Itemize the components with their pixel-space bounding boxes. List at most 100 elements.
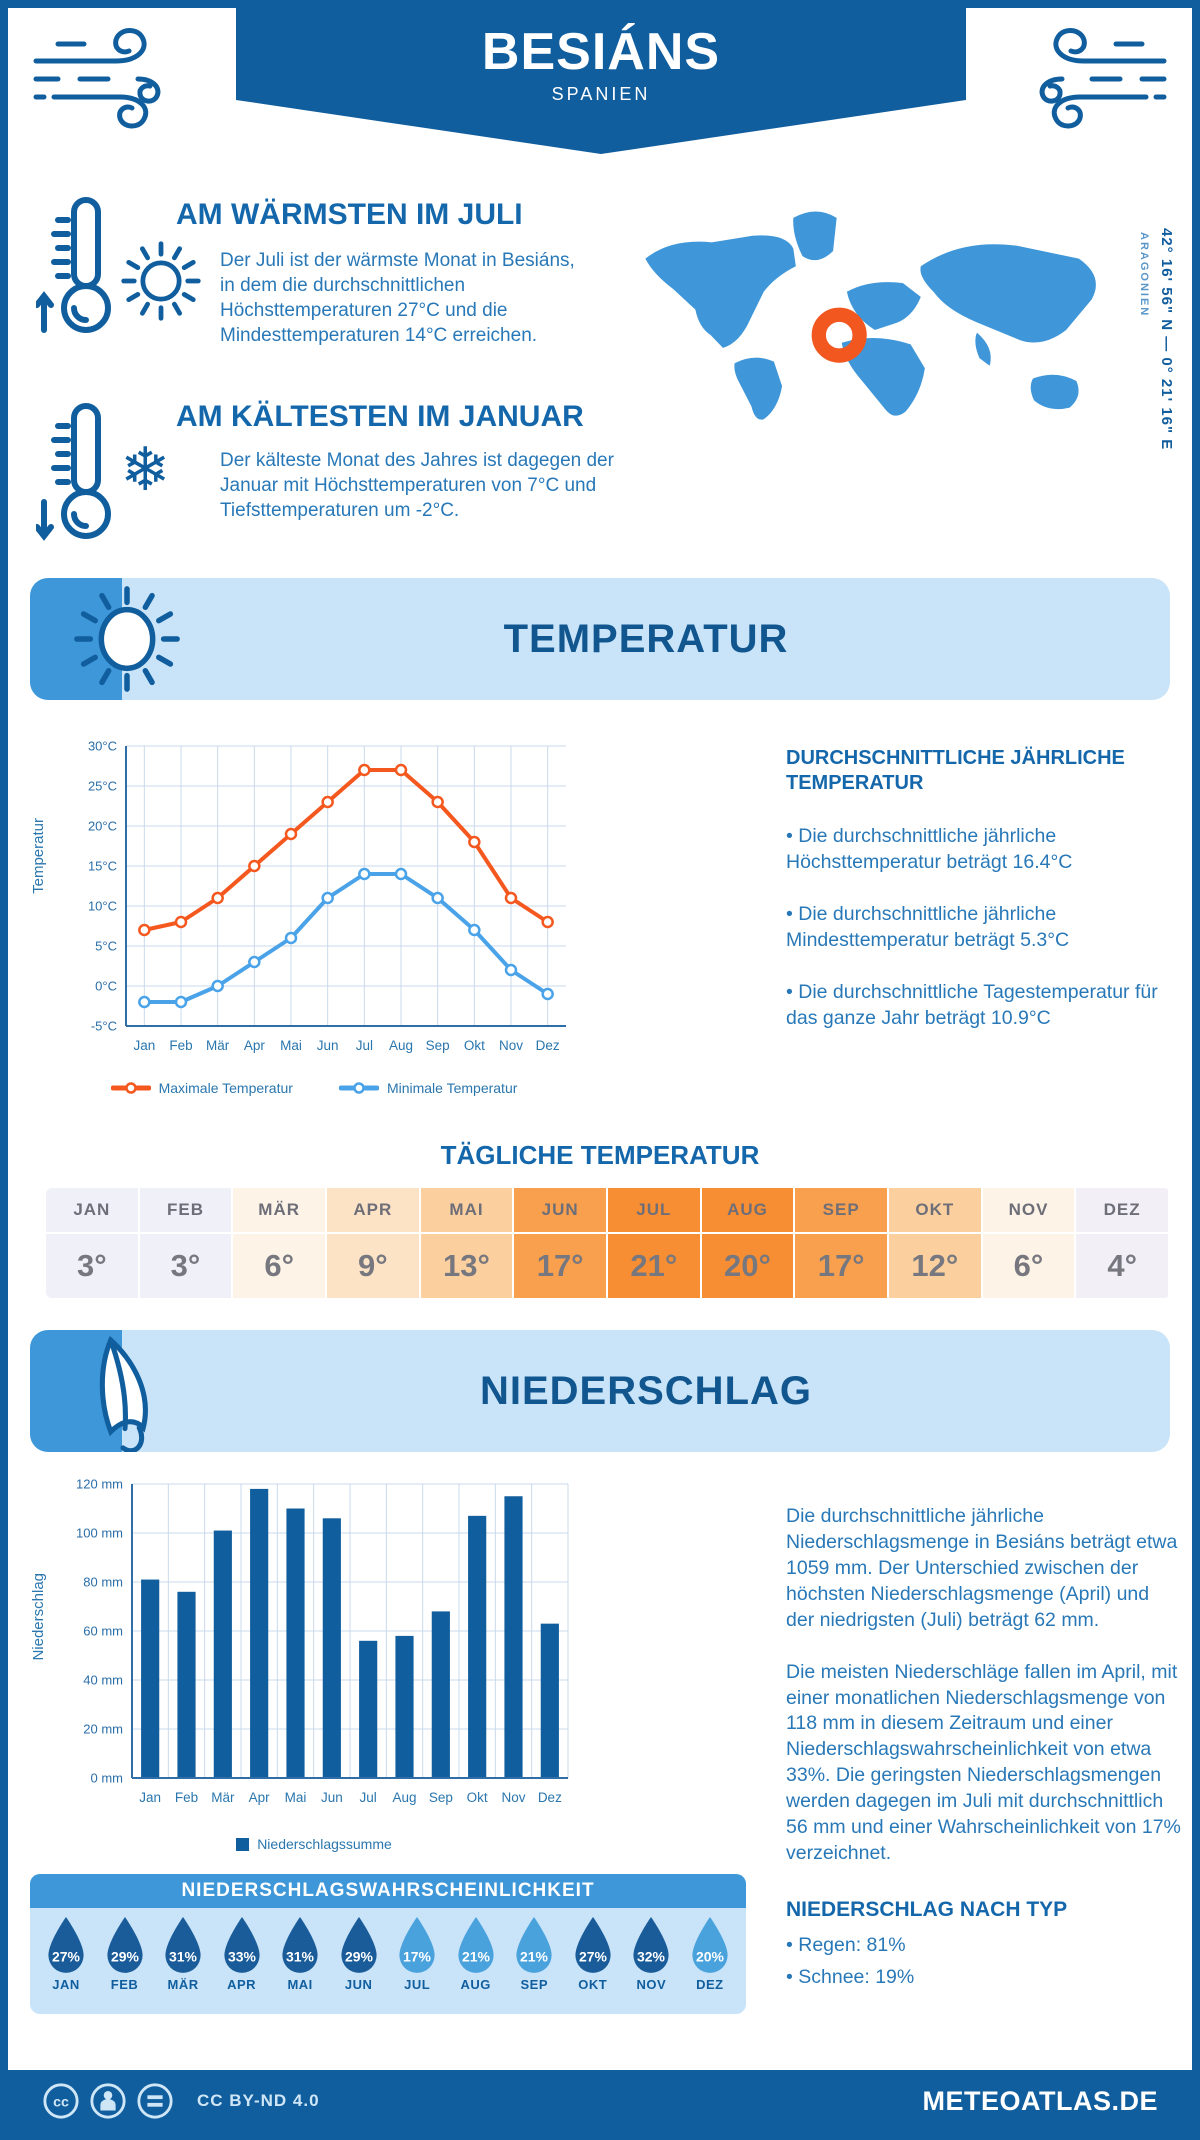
droplet-icon: 27% <box>575 1917 611 1973</box>
svg-text:20 mm: 20 mm <box>83 1722 123 1737</box>
location-coordinates: 42° 16' 56" N — 0° 21' 16" E <box>1158 228 1175 451</box>
probability-droplet: 29% FEB <box>99 1916 151 1992</box>
daily-temp-value: 21° <box>607 1234 702 1298</box>
svg-text:Feb: Feb <box>169 1038 192 1053</box>
daily-temp-value: 9° <box>326 1234 421 1298</box>
svg-text:27%: 27% <box>52 1949 81 1965</box>
svg-text:20%: 20% <box>696 1949 725 1965</box>
precip-chart-ylabel: Niederschlag <box>30 1573 47 1661</box>
svg-text:0 mm: 0 mm <box>91 1771 124 1786</box>
annual-temp-heading: DURCHSCHNITTLICHE JÄHRLICHE TEMPERATUR <box>786 747 1125 794</box>
sun-icon <box>118 238 204 329</box>
droplet-month-label: APR <box>227 1977 257 1992</box>
probability-droplet: 31% MÄR <box>157 1916 209 1992</box>
daily-temp-value: 13° <box>420 1234 515 1298</box>
sun-icon <box>74 586 180 692</box>
probability-heading: NIEDERSCHLAGSWAHRSCHEINLICHKEIT <box>30 1874 746 1908</box>
daily-temp-value: 17° <box>514 1234 608 1298</box>
bar-Mai <box>286 1508 305 1778</box>
bar-Nov <box>504 1496 523 1778</box>
droplet-icon: 21% <box>458 1917 494 1973</box>
probability-droplet: 32% NOV <box>625 1916 677 1992</box>
thermometer-warm-icon <box>34 194 126 343</box>
svg-text:Nov: Nov <box>499 1038 523 1053</box>
coldest-heading: AM KÄLTESTEN IM JANUAR <box>176 400 584 433</box>
bar-Feb <box>177 1591 196 1778</box>
daily-month-header: SEP <box>795 1188 889 1234</box>
svg-text:40 mm: 40 mm <box>83 1673 123 1688</box>
cc-nd-icon <box>137 2083 173 2119</box>
svg-text:Mär: Mär <box>211 1790 235 1805</box>
svg-text:Jan: Jan <box>133 1038 155 1053</box>
warmest-heading: AM WÄRMSTEN IM JULI <box>176 198 523 231</box>
svg-text:25°C: 25°C <box>88 779 117 794</box>
svg-text:Jul: Jul <box>356 1038 373 1053</box>
droplet-icon: 21% <box>516 1917 552 1973</box>
bar-Jun <box>322 1518 341 1778</box>
bar-Aug <box>395 1635 414 1778</box>
svg-text:31%: 31% <box>169 1949 198 1965</box>
droplet-month-label: JUL <box>404 1977 431 1992</box>
svg-text:Feb: Feb <box>175 1790 198 1805</box>
svg-text:Mai: Mai <box>280 1038 302 1053</box>
droplet-month-label: OKT <box>578 1977 608 1992</box>
cc-icon: cc <box>43 2083 79 2119</box>
svg-text:21%: 21% <box>520 1949 549 1965</box>
legend-label: Niederschlagssumme <box>257 1836 392 1852</box>
probability-droplet: 27% JAN <box>40 1916 92 1992</box>
precip-text-1: Die durchschnittliche jährliche Niedersc… <box>786 1505 1178 1631</box>
svg-text:Jun: Jun <box>317 1038 339 1053</box>
droplet-month-label: JUN <box>344 1977 373 1992</box>
droplet-month-label: MAI <box>287 1977 313 1992</box>
svg-text:Jan: Jan <box>139 1790 161 1805</box>
temperature-banner-title: TEMPERATUR <box>503 616 789 661</box>
daily-month-header: JAN <box>46 1188 140 1234</box>
svg-text:Mär: Mär <box>206 1038 230 1053</box>
precip-chart-legend: Niederschlagssumme <box>54 1836 574 1852</box>
droplet-month-label: AUG <box>460 1977 491 1992</box>
svg-text:Dez: Dez <box>536 1038 560 1053</box>
svg-text:Sep: Sep <box>429 1790 453 1805</box>
svg-text:15°C: 15°C <box>88 859 117 874</box>
probability-droplet: 20% DEZ <box>684 1916 736 1992</box>
svg-text:100 mm: 100 mm <box>76 1526 123 1541</box>
svg-text:27%: 27% <box>579 1949 608 1965</box>
probability-droplet: 21% AUG <box>450 1916 502 1992</box>
precipitation-banner: NIEDERSCHLAG <box>30 1330 1170 1452</box>
precipitation-summary: Die durchschnittliche jährliche Niedersc… <box>786 1504 1182 1991</box>
daily-temperature-title: TÄGLICHE TEMPERATUR <box>440 1140 760 1170</box>
probability-droplet: 27% OKT <box>567 1916 619 1992</box>
probability-droplets: 27% JAN 29% FEB 31% MÄR 33% APR 31% MAI 29% JUN 17% J… <box>30 1908 746 1992</box>
svg-text:20°C: 20°C <box>88 819 117 834</box>
svg-text:Sep: Sep <box>426 1038 450 1053</box>
probability-droplet: 29% JUN <box>333 1916 385 1992</box>
world-map <box>625 178 1135 431</box>
daily-temp-value: 3° <box>46 1234 140 1298</box>
daily-month-header: OKT <box>888 1188 983 1234</box>
precipitation-bar-chart: 0 mm 20 mm 40 mm 60 mm 80 mm 100 mm 120 mm Jan F… <box>76 1477 569 1805</box>
coldest-text: Der kälteste Monat des Jahres ist dagege… <box>220 450 614 522</box>
probability-droplet: 31% MAI <box>274 1916 326 1992</box>
svg-text:Apr: Apr <box>244 1038 266 1053</box>
svg-text:80 mm: 80 mm <box>83 1575 123 1590</box>
footer: cc CC BY-ND 4.0 METEOATLAS.DE <box>8 2070 1192 2132</box>
daily-temp-value: 12° <box>888 1234 983 1298</box>
droplet-month-label: FEB <box>110 1977 139 1992</box>
daily-temp-value: 4° <box>1076 1234 1170 1298</box>
svg-text:Okt: Okt <box>464 1038 485 1053</box>
temperature-banner: TEMPERATUR <box>30 578 1170 700</box>
svg-text:Apr: Apr <box>249 1790 271 1805</box>
snowflake-icon: ❄ <box>120 436 171 503</box>
bar-Jul <box>359 1640 378 1778</box>
precipitation-banner-title: NIEDERSCHLAG <box>479 1368 813 1413</box>
droplet-month-label: NOV <box>636 1977 667 1992</box>
legend-swatch <box>236 1837 250 1851</box>
legend-swatch <box>110 1082 151 1094</box>
bar-Mär <box>213 1530 232 1778</box>
daily-month-header: DEZ <box>1076 1188 1170 1234</box>
svg-text:32%: 32% <box>637 1949 666 1965</box>
droplet-icon: 17% <box>399 1917 435 1973</box>
svg-text:60 mm: 60 mm <box>83 1624 123 1639</box>
droplet-icon: 29% <box>106 1917 143 1973</box>
temp-chart-ylabel: Temperatur <box>30 818 47 894</box>
